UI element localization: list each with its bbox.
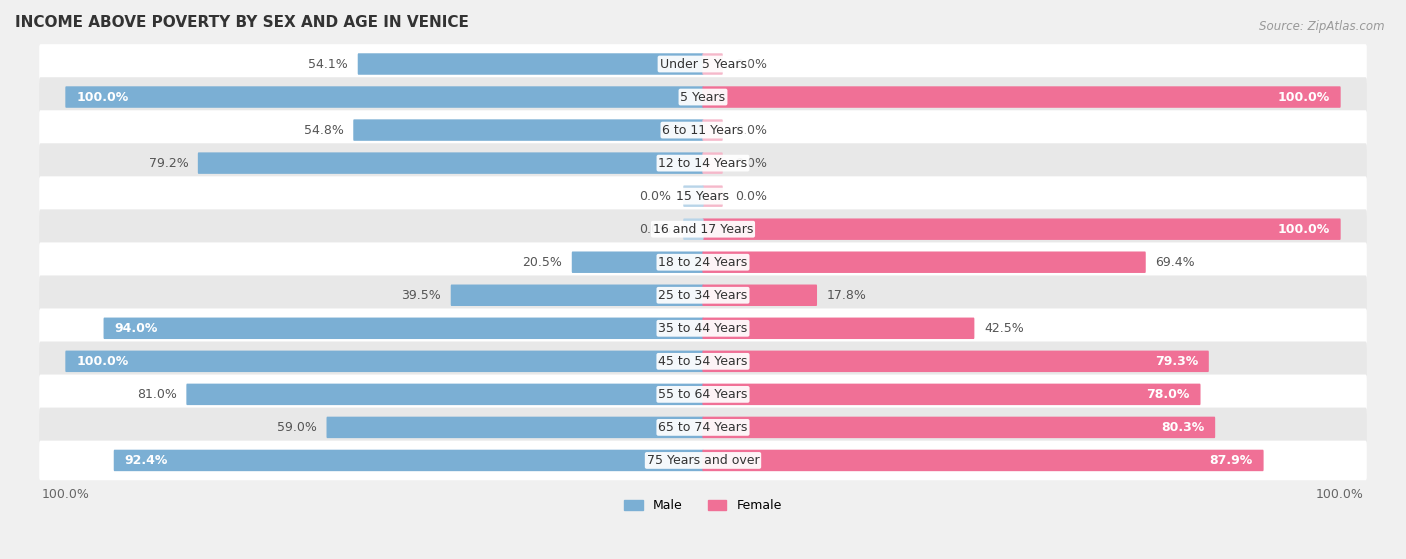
- Text: 100.0%: 100.0%: [76, 355, 128, 368]
- FancyBboxPatch shape: [187, 383, 703, 405]
- Text: Source: ZipAtlas.com: Source: ZipAtlas.com: [1260, 20, 1385, 32]
- Text: 79.3%: 79.3%: [1154, 355, 1198, 368]
- FancyBboxPatch shape: [39, 342, 1367, 381]
- Text: 54.1%: 54.1%: [308, 58, 349, 70]
- FancyBboxPatch shape: [357, 53, 703, 75]
- FancyBboxPatch shape: [683, 186, 703, 207]
- Text: 18 to 24 Years: 18 to 24 Years: [658, 255, 748, 269]
- FancyBboxPatch shape: [703, 153, 723, 174]
- FancyBboxPatch shape: [703, 186, 723, 207]
- FancyBboxPatch shape: [572, 252, 703, 273]
- FancyBboxPatch shape: [703, 318, 974, 339]
- Text: 92.4%: 92.4%: [125, 454, 167, 467]
- FancyBboxPatch shape: [39, 375, 1367, 414]
- Text: 12 to 14 Years: 12 to 14 Years: [658, 157, 748, 169]
- Text: 16 and 17 Years: 16 and 17 Years: [652, 222, 754, 236]
- FancyBboxPatch shape: [703, 449, 1264, 471]
- Text: 79.2%: 79.2%: [149, 157, 188, 169]
- FancyBboxPatch shape: [703, 86, 1341, 108]
- Text: 94.0%: 94.0%: [114, 322, 157, 335]
- FancyBboxPatch shape: [326, 416, 703, 438]
- Text: 6 to 11 Years: 6 to 11 Years: [662, 124, 744, 136]
- FancyBboxPatch shape: [39, 440, 1367, 480]
- FancyBboxPatch shape: [703, 53, 723, 75]
- Text: 78.0%: 78.0%: [1146, 388, 1189, 401]
- FancyBboxPatch shape: [353, 120, 703, 141]
- Text: 0.0%: 0.0%: [735, 157, 766, 169]
- FancyBboxPatch shape: [39, 276, 1367, 315]
- FancyBboxPatch shape: [703, 285, 817, 306]
- Text: 0.0%: 0.0%: [735, 190, 766, 203]
- Text: 75 Years and over: 75 Years and over: [647, 454, 759, 467]
- Text: 81.0%: 81.0%: [136, 388, 177, 401]
- Text: 54.8%: 54.8%: [304, 124, 343, 136]
- Text: 0.0%: 0.0%: [640, 190, 671, 203]
- FancyBboxPatch shape: [65, 350, 703, 372]
- Text: 17.8%: 17.8%: [827, 289, 866, 302]
- FancyBboxPatch shape: [703, 252, 1146, 273]
- Text: 55 to 64 Years: 55 to 64 Years: [658, 388, 748, 401]
- FancyBboxPatch shape: [703, 120, 723, 141]
- FancyBboxPatch shape: [703, 383, 1201, 405]
- Text: 59.0%: 59.0%: [277, 421, 316, 434]
- Text: 0.0%: 0.0%: [640, 222, 671, 236]
- FancyBboxPatch shape: [65, 86, 703, 108]
- FancyBboxPatch shape: [39, 176, 1367, 216]
- Text: 0.0%: 0.0%: [735, 58, 766, 70]
- Text: INCOME ABOVE POVERTY BY SEX AND AGE IN VENICE: INCOME ABOVE POVERTY BY SEX AND AGE IN V…: [15, 15, 468, 30]
- FancyBboxPatch shape: [39, 243, 1367, 282]
- FancyBboxPatch shape: [39, 143, 1367, 183]
- Text: 25 to 34 Years: 25 to 34 Years: [658, 289, 748, 302]
- FancyBboxPatch shape: [39, 44, 1367, 84]
- FancyBboxPatch shape: [39, 77, 1367, 117]
- Text: 5 Years: 5 Years: [681, 91, 725, 103]
- Text: 100.0%: 100.0%: [1278, 91, 1330, 103]
- Text: 39.5%: 39.5%: [402, 289, 441, 302]
- FancyBboxPatch shape: [198, 153, 703, 174]
- Text: 65 to 74 Years: 65 to 74 Years: [658, 421, 748, 434]
- Text: 0.0%: 0.0%: [735, 124, 766, 136]
- Legend: Male, Female: Male, Female: [619, 494, 787, 517]
- Text: 42.5%: 42.5%: [984, 322, 1024, 335]
- FancyBboxPatch shape: [39, 408, 1367, 447]
- Text: 100.0%: 100.0%: [76, 91, 128, 103]
- FancyBboxPatch shape: [703, 350, 1209, 372]
- FancyBboxPatch shape: [39, 210, 1367, 249]
- Text: Under 5 Years: Under 5 Years: [659, 58, 747, 70]
- Text: 35 to 44 Years: 35 to 44 Years: [658, 322, 748, 335]
- FancyBboxPatch shape: [451, 285, 703, 306]
- Text: 80.3%: 80.3%: [1161, 421, 1205, 434]
- Text: 15 Years: 15 Years: [676, 190, 730, 203]
- Text: 45 to 54 Years: 45 to 54 Years: [658, 355, 748, 368]
- FancyBboxPatch shape: [703, 219, 1341, 240]
- FancyBboxPatch shape: [39, 309, 1367, 348]
- Text: 100.0%: 100.0%: [1278, 222, 1330, 236]
- Text: 69.4%: 69.4%: [1156, 255, 1195, 269]
- FancyBboxPatch shape: [683, 219, 703, 240]
- FancyBboxPatch shape: [703, 416, 1215, 438]
- Text: 87.9%: 87.9%: [1209, 454, 1253, 467]
- FancyBboxPatch shape: [39, 110, 1367, 150]
- FancyBboxPatch shape: [104, 318, 703, 339]
- FancyBboxPatch shape: [114, 449, 703, 471]
- Text: 20.5%: 20.5%: [523, 255, 562, 269]
